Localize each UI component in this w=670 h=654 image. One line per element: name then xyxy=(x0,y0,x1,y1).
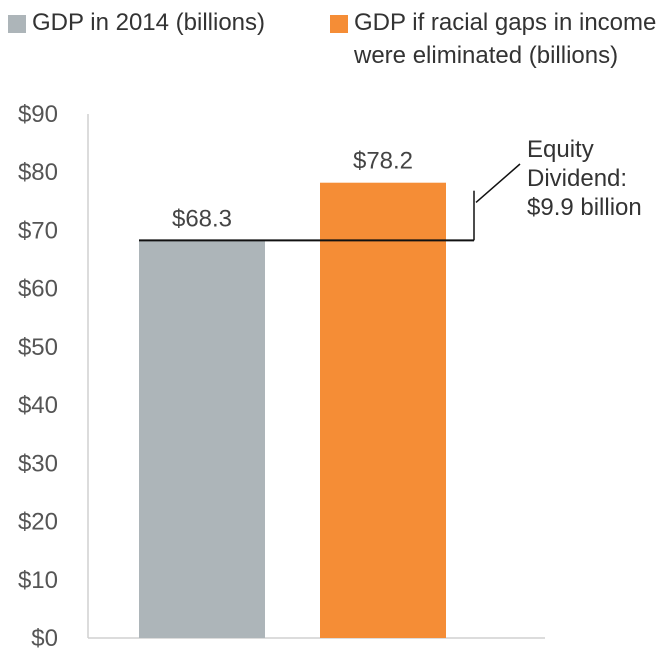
legend-item-gdp-2014: GDP in 2014 (billions) xyxy=(8,6,265,39)
legend-label-line: GDP in 2014 (billions) xyxy=(32,9,266,36)
equity-dividend-label: Equity Dividend: $9.9 billion xyxy=(527,136,642,221)
y-tick-label: $70 xyxy=(18,217,58,244)
y-axis: $0 $10 $20 $30 $40 $50 $60 $70 $80 $90 xyxy=(18,101,545,652)
y-tick-label: $50 xyxy=(18,334,58,361)
y-tick-label: $30 xyxy=(18,450,58,477)
bar-value-label: $68.3 xyxy=(172,205,232,232)
bar-value-label: $78.2 xyxy=(353,148,413,175)
legend-label-line: were eliminated (billions) xyxy=(354,42,619,69)
legend-label-line: GDP if racial gaps in income xyxy=(354,9,657,36)
legend-item-gdp-no-gaps: GDP if racial gaps in income were elimin… xyxy=(330,6,656,72)
legend-swatch-gdp-no-gaps xyxy=(330,15,348,33)
equity-dividend-line: $9.9 billion xyxy=(527,194,642,221)
legend-swatch-gdp-2014 xyxy=(8,15,26,33)
y-tick-label: $60 xyxy=(18,276,58,303)
bars xyxy=(139,182,446,639)
legend-label-gdp-no-gaps: GDP if racial gaps in income were elimin… xyxy=(354,6,656,72)
equity-dividend-line: Dividend: xyxy=(527,165,627,192)
annotation-leader-line xyxy=(475,163,521,204)
equity-dividend-annotation: Equity Dividend: $9.9 billion xyxy=(139,136,642,242)
y-tick-label: $20 xyxy=(18,509,58,536)
y-tick-label: $40 xyxy=(18,392,58,419)
bar-gdp-2014 xyxy=(139,240,265,638)
y-tick-label: $0 xyxy=(31,625,58,652)
y-tick-label: $80 xyxy=(18,159,58,186)
y-tick-label: $10 xyxy=(18,567,58,594)
y-tick-label: $90 xyxy=(18,101,58,128)
bar-gdp-no-gaps xyxy=(320,182,446,639)
legend-label-gdp-2014: GDP in 2014 (billions) xyxy=(32,6,265,39)
equity-dividend-line: Equity xyxy=(527,136,594,163)
data-labels: $68.3 $78.2 xyxy=(172,148,413,233)
chart-legend: GDP in 2014 (billions) GDP if racial gap… xyxy=(0,0,670,80)
